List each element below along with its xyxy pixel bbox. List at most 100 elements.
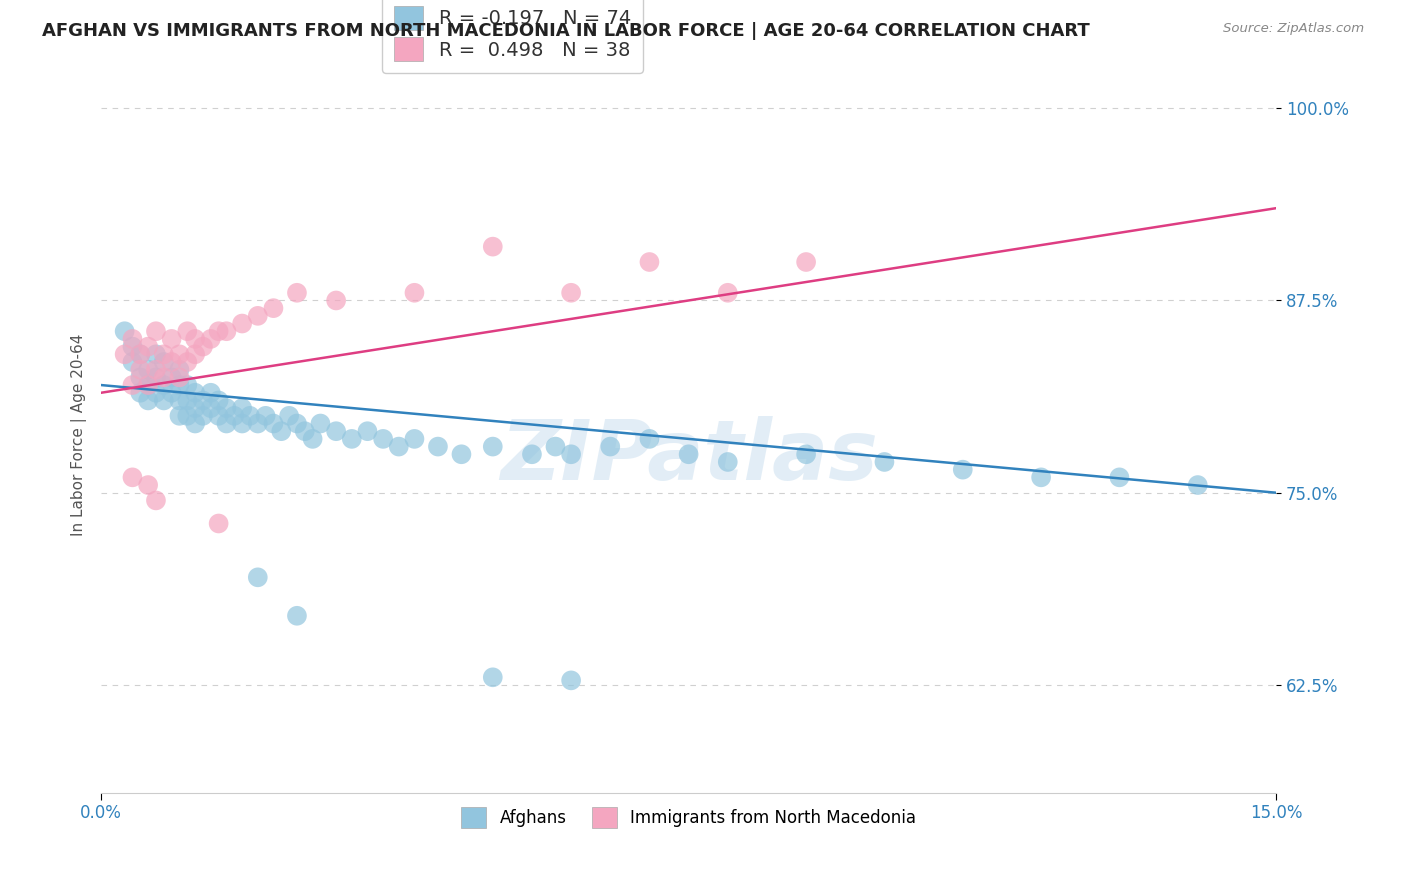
Point	[356, 424, 378, 438]
Point	[160, 332, 183, 346]
Point	[152, 370, 174, 384]
Point	[1187, 478, 1209, 492]
Point	[169, 370, 191, 384]
Point	[200, 401, 222, 416]
Point	[794, 447, 817, 461]
Point	[121, 355, 143, 369]
Point	[184, 332, 207, 346]
Point	[544, 440, 567, 454]
Point	[388, 440, 411, 454]
Point	[1108, 470, 1130, 484]
Text: Source: ZipAtlas.com: Source: ZipAtlas.com	[1223, 22, 1364, 36]
Point	[794, 255, 817, 269]
Point	[160, 385, 183, 400]
Point	[340, 432, 363, 446]
Point	[169, 409, 191, 423]
Point	[184, 347, 207, 361]
Point	[129, 347, 152, 361]
Point	[191, 409, 214, 423]
Point	[309, 417, 332, 431]
Point	[262, 301, 284, 315]
Point	[278, 409, 301, 423]
Point	[160, 355, 183, 369]
Point	[239, 409, 262, 423]
Point	[152, 393, 174, 408]
Point	[254, 409, 277, 423]
Point	[191, 393, 214, 408]
Point	[207, 324, 229, 338]
Point	[121, 470, 143, 484]
Point	[717, 285, 740, 300]
Point	[121, 378, 143, 392]
Point	[246, 309, 269, 323]
Point	[121, 340, 143, 354]
Point	[176, 409, 198, 423]
Point	[599, 440, 621, 454]
Point	[285, 285, 308, 300]
Point	[560, 673, 582, 688]
Point	[231, 401, 253, 416]
Point	[145, 347, 167, 361]
Point	[520, 447, 543, 461]
Text: AFGHAN VS IMMIGRANTS FROM NORTH MACEDONIA IN LABOR FORCE | AGE 20-64 CORRELATION: AFGHAN VS IMMIGRANTS FROM NORTH MACEDONI…	[42, 22, 1090, 40]
Point	[169, 362, 191, 376]
Point	[136, 478, 159, 492]
Point	[136, 393, 159, 408]
Point	[325, 293, 347, 308]
Point	[176, 324, 198, 338]
Point	[207, 516, 229, 531]
Point	[129, 362, 152, 376]
Point	[145, 362, 167, 376]
Point	[176, 393, 198, 408]
Point	[294, 424, 316, 438]
Point	[200, 332, 222, 346]
Point	[145, 493, 167, 508]
Point	[152, 347, 174, 361]
Point	[129, 347, 152, 361]
Legend: Afghans, Immigrants from North Macedonia: Afghans, Immigrants from North Macedonia	[454, 801, 922, 834]
Point	[129, 385, 152, 400]
Point	[246, 570, 269, 584]
Point	[404, 285, 426, 300]
Point	[1029, 470, 1052, 484]
Point	[285, 417, 308, 431]
Point	[560, 285, 582, 300]
Point	[404, 432, 426, 446]
Point	[481, 440, 503, 454]
Text: ZIPatlas: ZIPatlas	[499, 416, 877, 497]
Point	[145, 370, 167, 384]
Point	[325, 424, 347, 438]
Point	[200, 385, 222, 400]
Point	[136, 378, 159, 392]
Point	[184, 385, 207, 400]
Point	[207, 409, 229, 423]
Point	[215, 401, 238, 416]
Point	[231, 317, 253, 331]
Point	[184, 417, 207, 431]
Y-axis label: In Labor Force | Age 20-64: In Labor Force | Age 20-64	[72, 334, 87, 536]
Point	[152, 378, 174, 392]
Point	[215, 324, 238, 338]
Point	[129, 370, 152, 384]
Point	[481, 239, 503, 253]
Point	[169, 378, 191, 392]
Point	[136, 340, 159, 354]
Point	[450, 447, 472, 461]
Point	[262, 417, 284, 431]
Point	[481, 670, 503, 684]
Point	[145, 385, 167, 400]
Point	[121, 332, 143, 346]
Point	[169, 347, 191, 361]
Point	[152, 355, 174, 369]
Point	[285, 608, 308, 623]
Point	[176, 378, 198, 392]
Point	[191, 340, 214, 354]
Point	[114, 324, 136, 338]
Point	[207, 393, 229, 408]
Point	[145, 324, 167, 338]
Point	[246, 417, 269, 431]
Point	[301, 432, 323, 446]
Point	[136, 378, 159, 392]
Point	[215, 417, 238, 431]
Point	[224, 409, 246, 423]
